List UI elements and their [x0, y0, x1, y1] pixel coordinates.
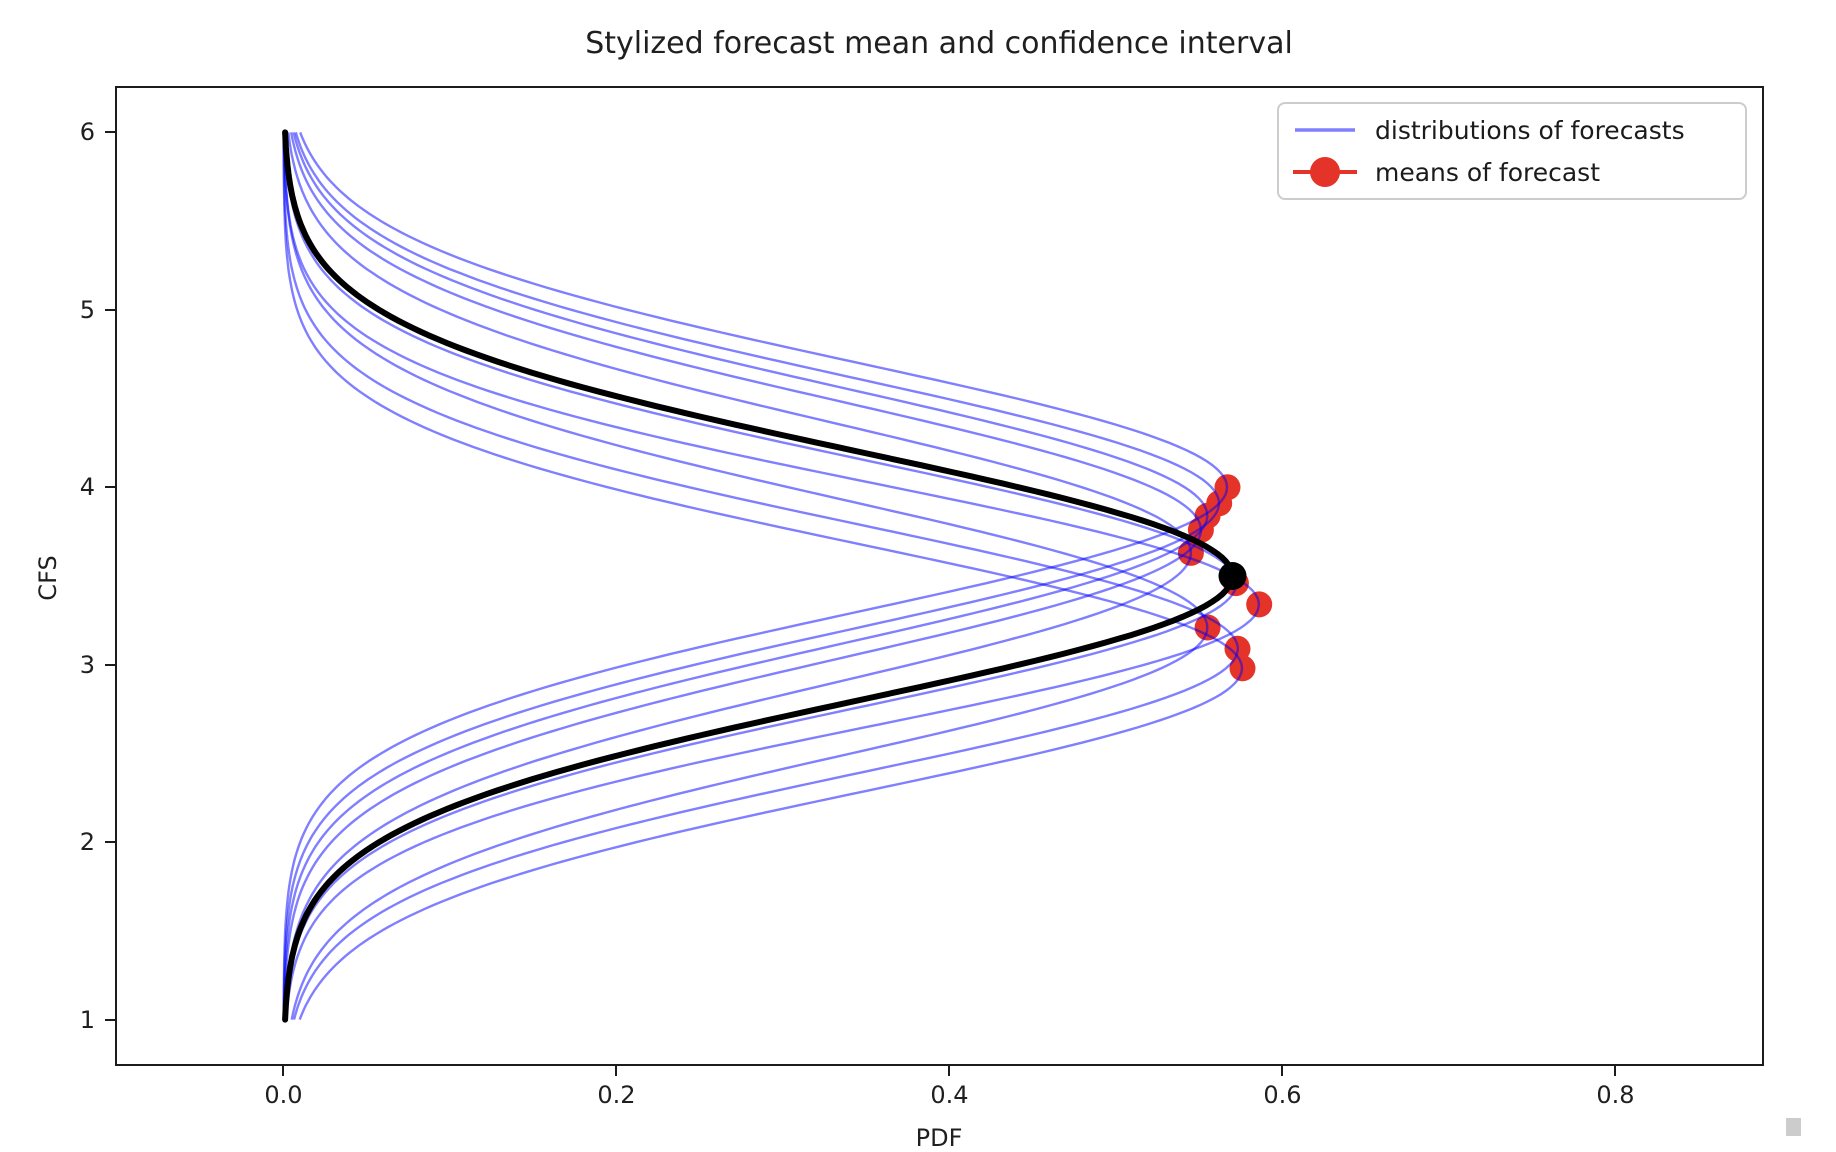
legend-entry-distributions: distributions of forecasts — [1293, 110, 1731, 150]
chart-title: Stylized forecast mean and confidence in… — [585, 26, 1293, 61]
forecast-distribution-curve — [282, 132, 1240, 1020]
legend-red-dot — [1310, 157, 1340, 187]
x-axis-tick-mark — [948, 1066, 951, 1076]
legend-entry-means: means of forecast — [1293, 152, 1731, 192]
y-axis-tick-mark — [105, 308, 115, 311]
y-axis-tick-mark — [105, 663, 115, 666]
x-axis-tick-label: 0.0 — [264, 1081, 303, 1109]
forecast-distribution-curve — [283, 132, 1238, 1020]
forecast-distribution-curve — [282, 132, 1203, 1020]
y-axis-tick-label: 1 — [79, 1005, 95, 1034]
forecast-distribution-curve — [282, 131, 1229, 1020]
x-axis-tick-mark — [282, 1066, 285, 1076]
x-axis-label: PDF — [915, 1124, 963, 1152]
x-axis-tick-label: 0.2 — [597, 1081, 636, 1109]
y-axis-tick-label: 5 — [79, 295, 95, 324]
y-axis-tick-mark — [105, 1018, 115, 1021]
legend: distributions of forecasts means of fore… — [1277, 102, 1747, 200]
y-axis-tick-label: 6 — [79, 118, 95, 147]
y-axis-tick-label: 4 — [79, 473, 95, 502]
plot-area: distributions of forecasts means of fore… — [115, 86, 1764, 1066]
forecast-distribution-curve — [282, 132, 1209, 1020]
forecast-distribution-curve — [282, 132, 1244, 1021]
y-axis-tick-mark — [105, 486, 115, 489]
scrollbar-fragment — [1786, 1118, 1801, 1136]
y-axis-tick-label: 3 — [79, 650, 95, 679]
x-axis-tick-mark — [1281, 1066, 1284, 1076]
forecast-distribution-curves — [282, 131, 1261, 1021]
legend-label-means: means of forecast — [1375, 157, 1601, 187]
x-axis-tick-label: 0.8 — [1596, 1081, 1635, 1109]
y-axis-label: CFS — [34, 555, 62, 601]
legend-label-distributions: distributions of forecasts — [1375, 115, 1685, 145]
x-axis-tick-mark — [1614, 1066, 1617, 1076]
legend-line-icon — [1295, 128, 1355, 132]
x-axis-tick-label: 0.6 — [1263, 1081, 1302, 1109]
y-axis-tick-mark — [105, 131, 115, 134]
forecast-distribution-curve — [282, 132, 1209, 1020]
x-axis-tick-label: 0.4 — [930, 1081, 969, 1109]
forecast-distribution-curve — [282, 132, 1221, 1020]
y-axis-tick-label: 2 — [79, 828, 95, 857]
overall-mean-dot — [1218, 562, 1247, 590]
y-axis-tick-mark — [105, 841, 115, 844]
plot-canvas — [282, 129, 1273, 1023]
legend-marker-icon — [1293, 157, 1357, 187]
forecast-distribution-curve — [283, 132, 1193, 1020]
x-axis-tick-mark — [615, 1066, 618, 1076]
